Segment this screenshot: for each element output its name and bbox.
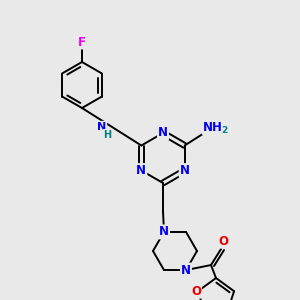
- Text: F: F: [78, 35, 86, 49]
- Text: N: N: [136, 164, 146, 177]
- Text: 2: 2: [221, 126, 228, 135]
- Text: O: O: [218, 235, 228, 248]
- Text: N: N: [158, 127, 168, 140]
- Text: O: O: [191, 285, 201, 298]
- Text: NH: NH: [203, 121, 223, 134]
- Text: H: H: [103, 130, 112, 140]
- Text: N: N: [180, 164, 190, 177]
- Text: N: N: [97, 122, 106, 132]
- Text: N: N: [181, 264, 191, 277]
- Text: N: N: [159, 225, 169, 239]
